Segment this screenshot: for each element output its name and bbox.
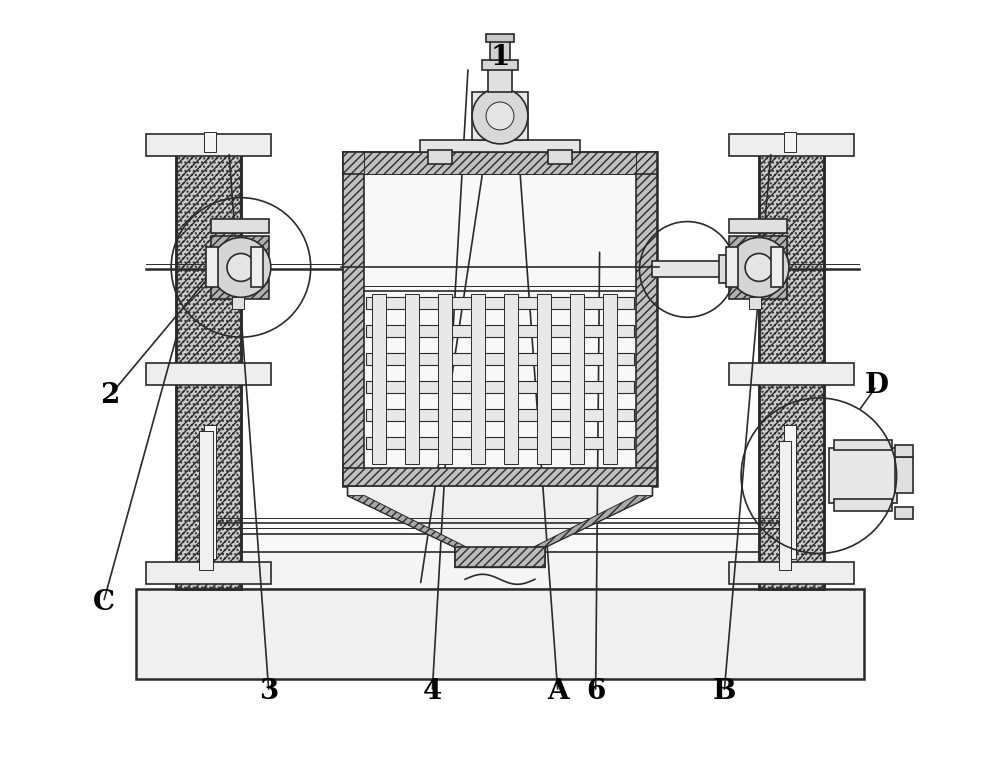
Text: 1: 1 [490,44,510,71]
Bar [211,534,789,552]
Bar [729,236,787,299]
Bar [455,547,545,567]
Bar [366,381,634,393]
Text: C: C [92,589,114,616]
Bar [759,141,824,589]
Bar [729,134,854,156]
Bar [759,141,824,589]
Bar [784,132,796,152]
Bar [895,507,913,519]
Circle shape [745,254,773,281]
Bar [176,551,824,589]
Bar [428,150,452,163]
Bar [136,589,864,679]
Bar [232,298,244,309]
Bar [438,295,452,463]
Bar [834,439,892,449]
Bar [603,295,617,463]
Bar [176,141,241,589]
Text: B: B [713,678,736,705]
Polygon shape [348,486,652,567]
Bar [490,39,510,60]
Bar [652,261,722,278]
Bar [146,562,271,584]
Bar [372,295,386,463]
Bar [364,152,636,173]
Text: 2: 2 [100,382,119,409]
Bar [895,456,913,493]
Bar [343,468,657,486]
Bar [486,34,514,42]
Bar [420,140,580,152]
Bar [146,363,271,385]
Text: 6: 6 [586,678,605,705]
Bar [206,247,218,288]
Text: 3: 3 [259,678,278,705]
Text: A: A [547,678,569,705]
Circle shape [729,237,789,298]
Bar [784,425,796,560]
Bar [719,255,729,284]
Bar [570,295,584,463]
Polygon shape [533,496,652,547]
Bar [829,448,897,503]
Bar [895,445,913,456]
Bar [366,409,634,421]
Bar [251,247,263,288]
Bar [146,134,271,156]
Bar [749,298,761,309]
Circle shape [472,88,528,144]
Bar [472,92,528,140]
Bar [366,353,634,365]
Bar [834,499,892,510]
Bar [548,150,572,163]
Bar [211,219,269,233]
Bar [343,152,657,486]
Bar [779,441,791,571]
Bar [366,437,634,449]
Polygon shape [348,496,467,547]
Bar [366,325,634,337]
Bar [199,431,213,571]
Bar [488,64,512,92]
Bar [211,236,269,299]
Bar [636,152,657,486]
Bar [343,152,364,486]
Bar [176,141,241,589]
Circle shape [211,237,271,298]
Bar [405,295,419,463]
Bar [504,295,518,463]
Bar [729,363,854,385]
Bar [204,425,216,560]
Bar [343,152,657,173]
Bar [482,60,518,70]
Bar [537,295,551,463]
Bar [471,295,485,463]
Bar [204,132,216,152]
Text: D: D [865,372,889,399]
Bar [729,219,787,233]
Bar [729,562,854,584]
Bar [771,247,783,288]
Bar [366,298,634,309]
Circle shape [486,102,514,130]
Circle shape [227,254,255,281]
Bar [726,247,738,288]
Text: 4: 4 [423,678,442,705]
